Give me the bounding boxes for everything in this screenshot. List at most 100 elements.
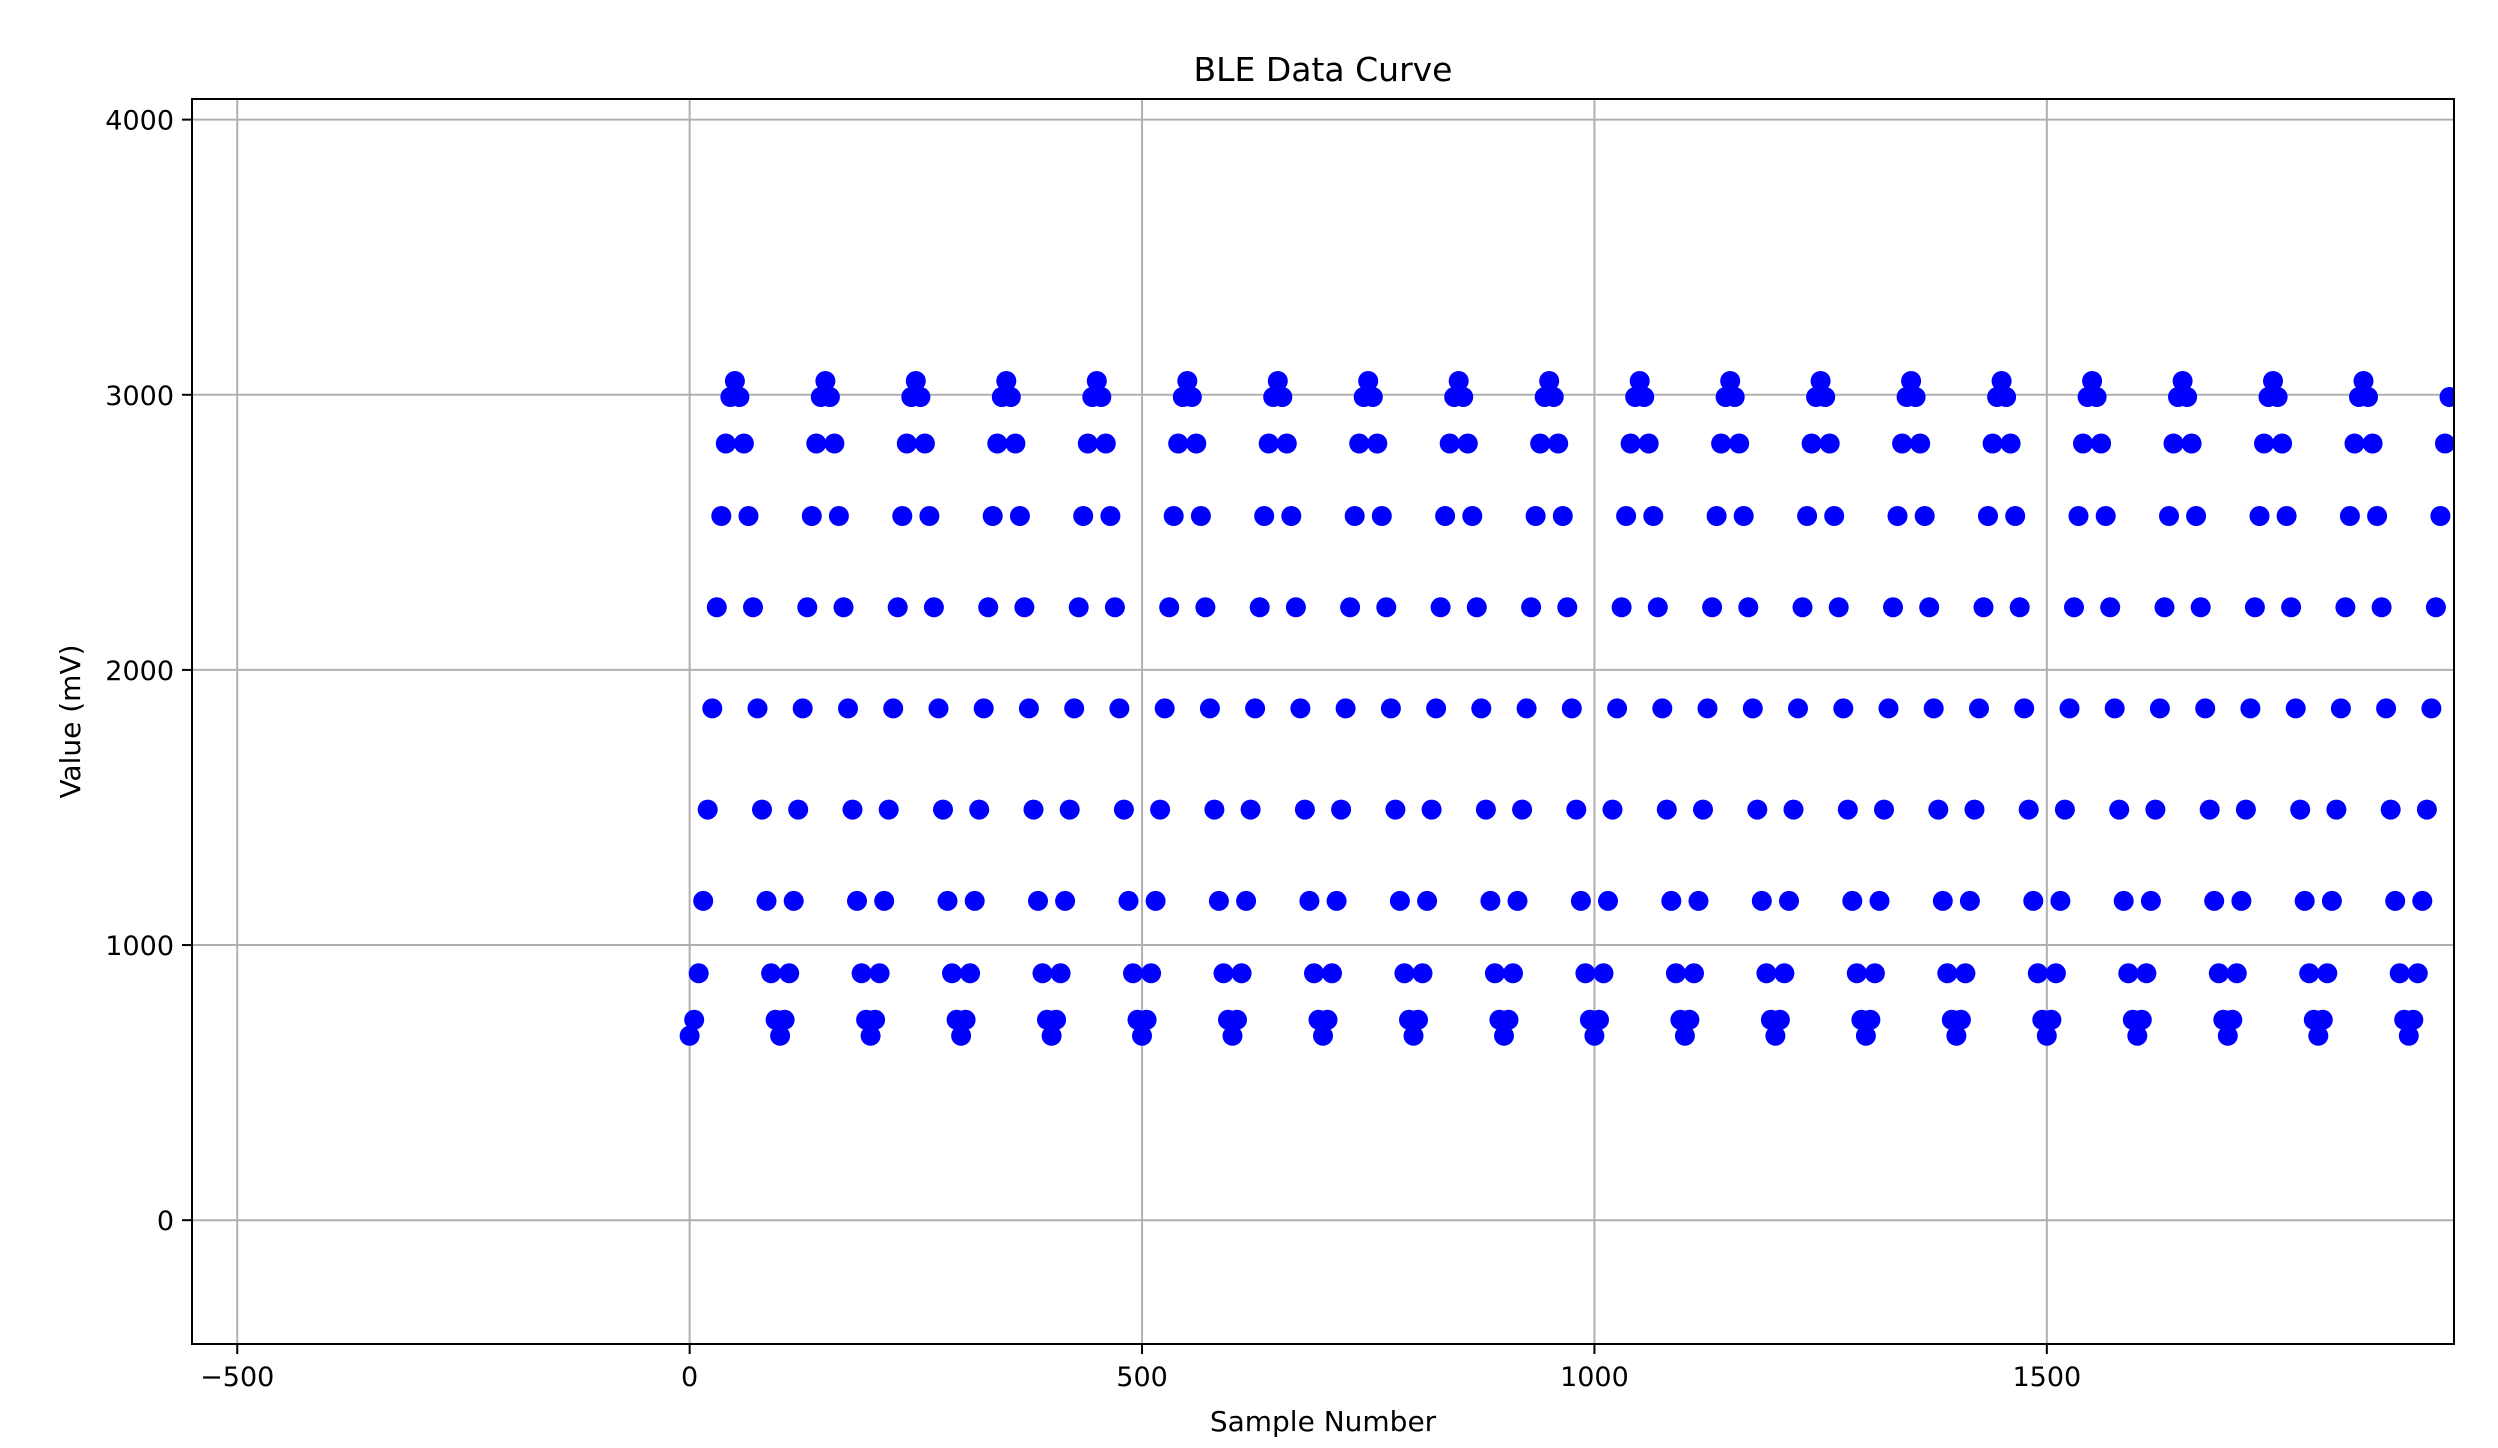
data-point	[2371, 597, 2392, 618]
data-point	[1163, 506, 1184, 526]
data-point	[1720, 371, 1741, 391]
data-point	[1679, 1009, 1700, 1030]
data-point	[1344, 506, 1365, 526]
data-point	[833, 597, 854, 618]
data-point	[1145, 890, 1166, 911]
data-point	[2186, 506, 2207, 526]
data-point	[1376, 597, 1397, 618]
data-point	[2050, 890, 2071, 911]
data-point	[2181, 433, 2202, 454]
data-point	[1937, 963, 1958, 984]
data-point	[702, 698, 723, 719]
data-point	[1299, 890, 1320, 911]
data-point	[1747, 799, 1768, 820]
data-point	[1756, 963, 1777, 984]
data-point	[1887, 506, 1908, 526]
data-point	[1439, 433, 1460, 454]
data-point	[955, 1009, 976, 1030]
data-point	[2435, 433, 2454, 454]
data-point	[2403, 1009, 2424, 1030]
data-point	[2154, 597, 2175, 618]
data-point	[1304, 963, 1324, 984]
data-point	[2235, 799, 2256, 820]
data-point	[1018, 698, 1039, 719]
data-point	[1136, 1009, 1157, 1030]
data-point	[1860, 1009, 1881, 1030]
data-point	[1905, 387, 1926, 407]
data-point	[779, 963, 800, 984]
data-point	[2240, 698, 2261, 719]
data-point	[1919, 597, 1940, 618]
data-point	[747, 698, 768, 719]
data-point	[2330, 698, 2351, 719]
data-point	[788, 799, 809, 820]
y-tick-label: 4000	[105, 106, 174, 137]
data-point	[1611, 597, 1632, 618]
data-point	[1923, 698, 1944, 719]
data-point	[2231, 890, 2252, 911]
data-point	[1005, 433, 1026, 454]
data-point	[2041, 1009, 2062, 1030]
data-point	[2177, 387, 2198, 407]
data-point	[1797, 506, 1818, 526]
data-point	[1837, 799, 1858, 820]
data-point	[2285, 698, 2306, 719]
data-point	[774, 1009, 795, 1030]
data-point	[756, 890, 777, 911]
data-point	[1693, 799, 1713, 820]
data-point	[1177, 371, 1198, 391]
data-point	[1589, 1009, 1609, 1030]
data-point	[1810, 371, 1831, 391]
data-point	[1109, 698, 1130, 719]
data-point	[1733, 506, 1754, 526]
data-point	[2317, 963, 2338, 984]
data-point	[1842, 890, 1863, 911]
data-point	[2321, 890, 2342, 911]
data-point	[1512, 799, 1533, 820]
data-point	[1955, 963, 1976, 984]
data-point	[2023, 890, 2044, 911]
data-point	[761, 963, 782, 984]
data-point	[2014, 698, 2035, 719]
data-point	[2254, 433, 2274, 454]
data-point	[2339, 506, 2360, 526]
data-point	[1394, 963, 1415, 984]
data-point	[1159, 597, 1180, 618]
data-point	[1064, 698, 1085, 719]
data-point	[2380, 799, 2401, 820]
data-point	[1991, 371, 2012, 391]
data-point	[792, 698, 813, 719]
data-point	[1932, 890, 1953, 911]
data-point	[2118, 963, 2139, 984]
data-point	[996, 371, 1017, 391]
data-point	[1249, 597, 1270, 618]
plot-frame	[191, 98, 2455, 1345]
data-point	[1313, 1025, 1333, 1046]
data-point	[1141, 963, 1162, 984]
data-point	[2217, 1025, 2238, 1046]
data-point	[1430, 597, 1451, 618]
data-point	[1362, 387, 1383, 407]
data-point	[1661, 890, 1682, 911]
data-point	[1186, 433, 1207, 454]
data-point	[2439, 387, 2454, 407]
data-point	[1575, 963, 1596, 984]
data-point	[1222, 1025, 1243, 1046]
data-point	[1231, 963, 1252, 984]
data-point	[973, 698, 994, 719]
data-point	[1317, 1009, 1338, 1030]
data-point	[1181, 387, 1202, 407]
data-point	[1068, 597, 1089, 618]
data-point	[2082, 371, 2103, 391]
data-point	[1665, 963, 1686, 984]
data-point	[806, 433, 827, 454]
data-point	[892, 506, 913, 526]
data-point	[1073, 506, 1094, 526]
data-point	[1358, 371, 1379, 391]
data-point	[1050, 963, 1071, 984]
x-tick-label: 500	[1116, 1362, 1168, 1393]
data-point	[1819, 433, 1840, 454]
data-point	[919, 506, 940, 526]
data-point	[2100, 597, 2121, 618]
